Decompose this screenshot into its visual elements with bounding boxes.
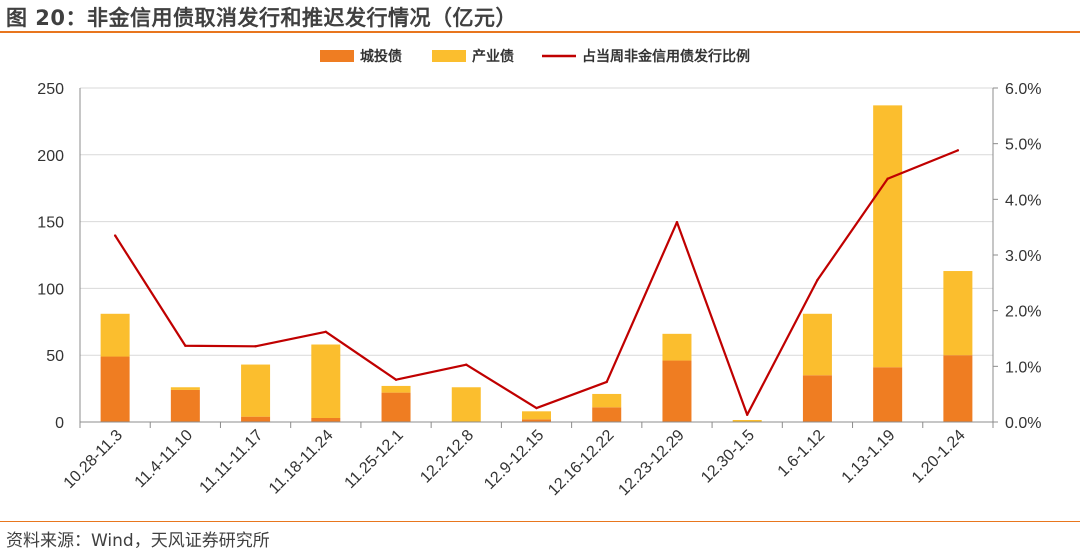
x-axis: 10.28-11.3 11.4-11.10 11.11-11.17 11.18-11.… (61, 421, 994, 499)
line-point (745, 413, 749, 416)
line-point (605, 380, 608, 384)
bar-城投债 (522, 419, 551, 422)
line-series (113, 149, 960, 416)
line-point (816, 278, 819, 282)
line-point (113, 234, 117, 237)
legend-swatch (432, 50, 466, 62)
combo-chart: 0 50 100 150 200 250 0.0% 1.0% 2.0% 3.0% 4.0% 5.0%… (37, 48, 1041, 499)
x-tick-label: 12.23-12.29 (615, 427, 687, 499)
bar-产业债 (170, 387, 200, 390)
right-tick-label: 3.0% (1005, 248, 1041, 265)
right-tick-label: 6.0% (1005, 81, 1041, 98)
bar-产业债 (873, 105, 903, 368)
x-tick-label: 1.13-1.19 (839, 427, 899, 487)
left-tick-label: 200 (37, 148, 64, 165)
left-tick-label: 150 (37, 215, 64, 232)
x-tick-label: 12.30-1.5 (698, 427, 758, 487)
figure-title: 图 20：非金信用债取消发行和推迟发行情况（亿元） (6, 6, 518, 30)
line-point (465, 363, 468, 366)
bar-产业债 (662, 333, 692, 361)
right-tick-label: 5.0% (1005, 137, 1041, 154)
line-point (675, 220, 679, 224)
x-tick-label: 11.11-11.17 (197, 427, 267, 497)
left-tick-label: 0 (55, 415, 64, 432)
bar-城投债 (873, 367, 903, 422)
left-y-axis: 0 50 100 150 200 250 (37, 81, 81, 432)
gridlines (80, 87, 993, 356)
right-tick-label: 1.0% (1005, 359, 1041, 376)
x-tick-label: 1.20-1.24 (909, 427, 969, 487)
line-point (886, 177, 889, 180)
bar-产业债 (522, 411, 551, 420)
x-tick-label: 12.16-12.22 (545, 427, 617, 499)
legend-swatch (320, 50, 354, 62)
x-tick-label: 11.4-11.10 (132, 427, 197, 492)
bar-series (100, 105, 973, 422)
x-tick-label: 1.6-1.12 (775, 427, 829, 481)
bar-城投债 (311, 417, 341, 422)
x-tick-label: 12.9-12.15 (481, 427, 547, 493)
right-tick-label: 0.0% (1005, 415, 1041, 432)
line-point (184, 344, 187, 347)
bar-产业债 (100, 313, 130, 357)
legend-label: 占当周非金信用债发行比例 (582, 48, 750, 65)
source-note: 资料来源：Wind，天风证券研究所 (6, 531, 270, 551)
bar-产业债 (311, 344, 341, 418)
bar-产业债 (592, 393, 622, 408)
bar-城投债 (100, 356, 130, 422)
left-tick-label: 250 (37, 81, 64, 98)
legend: 城投债 产业债 占当周非金信用债发行比例 (320, 48, 750, 65)
right-tick-label: 2.0% (1005, 304, 1041, 321)
bar-产业债 (732, 419, 762, 422)
x-tick-label: 12.2-12.8 (417, 427, 477, 487)
bar-城投债 (381, 392, 411, 422)
bar-城投债 (943, 355, 973, 422)
legend-label: 产业债 (472, 48, 514, 65)
x-tick-label: 10.28-11.3 (61, 427, 126, 492)
right-y-axis: 0.0% 1.0% 2.0% 3.0% 4.0% 5.0% 6.0% (992, 81, 1041, 432)
right-tick-label: 4.0% (1005, 192, 1041, 209)
bar-产业债 (943, 271, 973, 356)
bar-产业债 (241, 364, 271, 417)
left-tick-label: 100 (37, 281, 64, 298)
bar-城投债 (662, 360, 692, 422)
x-tick-label: 11.25-12.1 (342, 427, 407, 492)
legend-label: 城投债 (360, 48, 402, 65)
line-point (324, 330, 328, 334)
left-tick-label: 50 (46, 348, 64, 365)
line-point (254, 345, 257, 348)
line-point (535, 406, 538, 410)
x-tick-label: 11.18-11.24 (266, 427, 337, 498)
bar-城投债 (802, 375, 832, 422)
line-point (394, 378, 398, 381)
bar-产业债 (451, 387, 481, 422)
footer-divider (0, 521, 1080, 522)
bar-城投债 (241, 416, 271, 422)
line-point (956, 149, 960, 152)
bar-产业债 (802, 313, 832, 376)
title-divider (0, 31, 1080, 33)
bar-城投债 (170, 389, 200, 422)
bar-城投债 (592, 407, 622, 422)
bar-产业债 (381, 385, 411, 393)
